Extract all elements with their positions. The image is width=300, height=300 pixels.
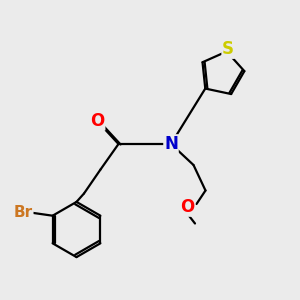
Text: S: S <box>222 40 234 58</box>
Text: O: O <box>180 198 195 216</box>
Text: O: O <box>90 112 105 130</box>
Text: Br: Br <box>14 205 33 220</box>
Text: N: N <box>164 135 178 153</box>
